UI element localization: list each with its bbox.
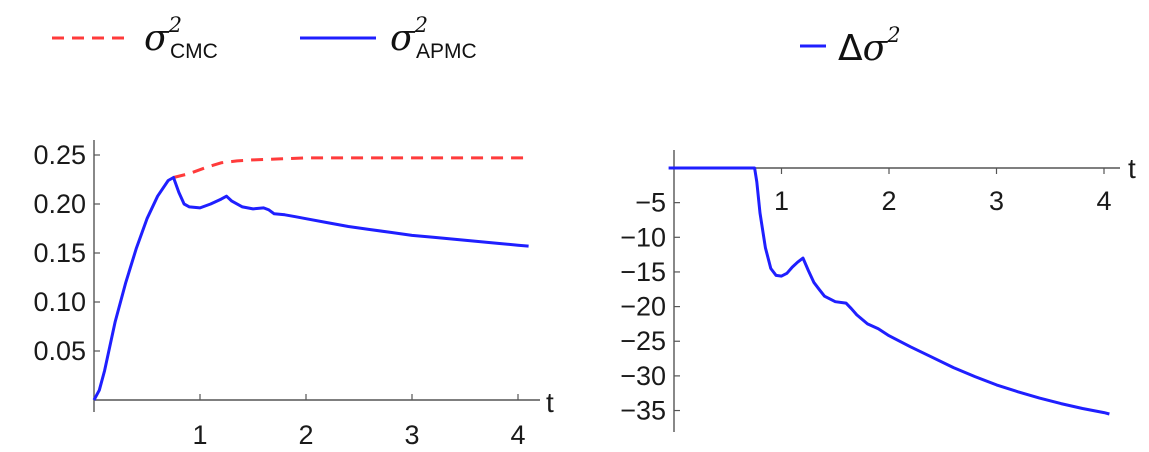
chart-left-y-tick-label: 0.15: [33, 238, 86, 268]
chart-right-x-tick-label: 4: [1096, 186, 1111, 216]
series-line-apmc: [92, 176, 529, 401]
chart-right-x-label: t: [1128, 153, 1136, 184]
chart-right-y-tick-label: −25: [620, 326, 666, 356]
series-line-cmc: [173, 156, 529, 179]
series-line-delta: [668, 166, 1110, 416]
chart-right: 1 2 3 4 −5 −10 −15 −20 −25 −30 −35 t: [620, 150, 1136, 432]
chart-right-y-tick-label: −20: [620, 292, 666, 322]
chart-left-y-tick-label: 0.10: [33, 287, 86, 317]
chart-right-y-tick-label: −35: [620, 396, 666, 426]
chart-right-y-tick-label: −10: [620, 222, 666, 252]
chart-right-series: [668, 166, 1110, 416]
chart-right-y-tick-label: −5: [635, 188, 666, 218]
chart-left-x-tick-label: 4: [510, 420, 525, 450]
chart-right-x-ticks: 1 2 3 4: [774, 168, 1112, 216]
chart-left-x-tick-label: 1: [192, 420, 207, 450]
chart-left-y-tick-label: 0.20: [33, 189, 86, 219]
legend-label-apmc: σ2 APMC: [390, 13, 477, 63]
chart-left-y-tick-label: 0.05: [33, 336, 86, 366]
chart-left-x-tick-label: 3: [404, 420, 419, 450]
chart-right-x-tick-label: 1: [774, 186, 789, 216]
chart-left-y-tick-label: 0.25: [33, 140, 86, 170]
chart-right-x-tick-label: 3: [989, 186, 1004, 216]
chart-left-x-tick-label: 2: [298, 420, 313, 450]
legend-right: Δσ2: [800, 23, 901, 69]
chart-left-series: [92, 156, 529, 401]
chart-right-y-ticks: −5 −10 −15 −20 −25 −30 −35: [620, 188, 680, 426]
chart-left-y-ticks: 0.05 0.10 0.15 0.20 0.25: [33, 140, 100, 366]
legend-label-delta: Δσ2: [838, 23, 901, 69]
chart-left: 1 2 3 4 0.05 0.10 0.15 0.20 0.25 t: [33, 140, 554, 450]
chart-right-x-tick-label: 2: [881, 186, 896, 216]
chart-right-y-tick-label: −15: [620, 257, 666, 287]
chart-left-x-label: t: [546, 387, 554, 418]
chart-left-x-ticks: 1 2 3 4: [192, 394, 526, 450]
legend-label-cmc: σ2 CMC: [144, 13, 218, 63]
legend-left: σ2 CMC σ2 APMC: [52, 13, 477, 63]
chart-right-y-tick-label: −30: [620, 361, 666, 391]
